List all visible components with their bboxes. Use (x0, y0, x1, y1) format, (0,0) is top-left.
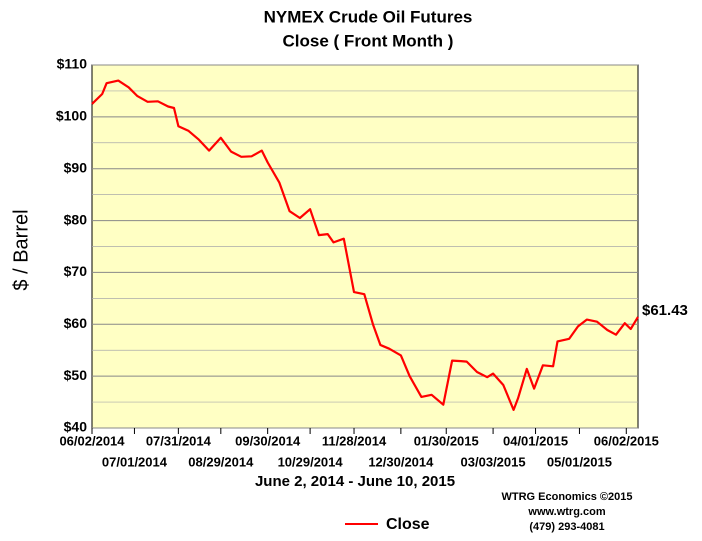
credit: www.wtrg.com (527, 506, 605, 518)
x-tick-label: 07/31/2014 (146, 433, 212, 448)
y-tick-label: $110 (57, 56, 88, 72)
x-tick-label: 12/30/2014 (368, 454, 434, 469)
x-tick-label: 06/02/2015 (594, 433, 659, 448)
x-tick-label: 04/01/2015 (503, 433, 568, 448)
credit: (479) 293-4081 (529, 521, 604, 533)
x-tick-label: 10/29/2014 (278, 454, 344, 469)
price-line (91, 79, 639, 411)
x-axis-label: June 2, 2014 - June 10, 2015 (255, 473, 455, 490)
y-tick-label: $100 (56, 108, 87, 124)
chart-title: NYMEX Crude Oil Futures (264, 7, 473, 26)
x-tick-label: 01/30/2015 (414, 433, 479, 448)
end-label: $61.43 (642, 302, 688, 319)
y-tick-label: $50 (64, 367, 88, 383)
y-tick-label: $70 (64, 263, 88, 279)
x-tick-label: 07/01/2014 (102, 454, 168, 469)
y-tick-label: $40 (64, 419, 88, 435)
x-tick-label: 11/28/2014 (322, 433, 387, 448)
x-tick-label: 05/01/2015 (547, 454, 612, 469)
y-tick-label: $80 (64, 211, 88, 227)
legend-label: Close (386, 516, 430, 533)
x-tick-label: 09/30/2014 (235, 433, 301, 448)
y-tick-label: $90 (64, 159, 88, 175)
credit: WTRG Economics ©2015 (502, 491, 633, 503)
x-tick-label: 08/29/2014 (188, 454, 254, 469)
chart-subtitle: Close ( Front Month ) (283, 31, 454, 50)
x-tick-label: 03/03/2015 (461, 454, 526, 469)
y-tick-label: $60 (64, 315, 88, 331)
y-axis-label: $ / Barrel (10, 209, 32, 290)
x-tick-label: 06/02/2014 (59, 433, 125, 448)
